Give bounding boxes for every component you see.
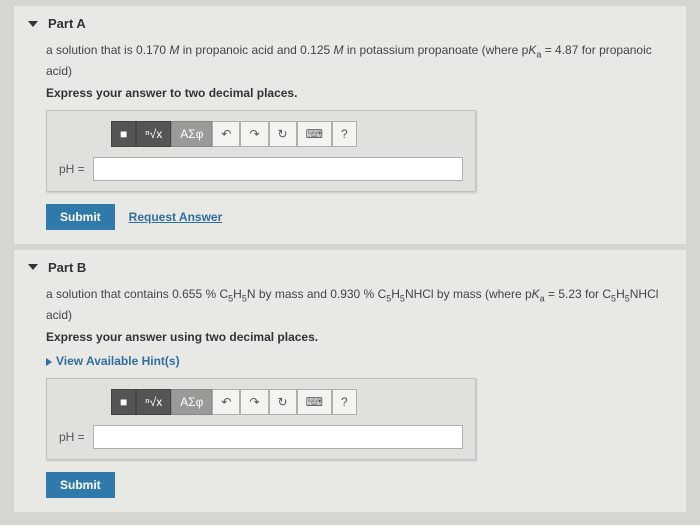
- templates-button[interactable]: ■: [111, 121, 136, 147]
- redo-button[interactable]: ↷: [240, 121, 268, 147]
- part-b-title: Part B: [48, 260, 86, 275]
- greek-button[interactable]: ΑΣφ: [171, 389, 212, 415]
- reset-button[interactable]: ↻: [269, 121, 297, 147]
- answer-box-a: ■ ⁿ√x ΑΣφ ↶ ↷ ↻ ⌨ ? pH =: [46, 110, 476, 192]
- part-a-title: Part A: [48, 16, 86, 31]
- molar-symbol: M: [169, 43, 179, 57]
- qtext: N by mass and 0.930 % C: [247, 287, 386, 301]
- ka-symbol: K: [532, 287, 540, 301]
- equation-toolbar-b: ■ ⁿ√x ΑΣφ ↶ ↷ ↻ ⌨ ?: [111, 389, 463, 415]
- undo-button[interactable]: ↶: [212, 389, 240, 415]
- request-answer-link[interactable]: Request Answer: [129, 210, 223, 224]
- greek-button[interactable]: ΑΣφ: [171, 121, 212, 147]
- ph-label-b: pH =: [59, 430, 85, 444]
- part-a-question: a solution that is 0.170 M in propanoic …: [46, 41, 672, 80]
- button-row-a: Submit Request Answer: [46, 204, 672, 230]
- part-a-header[interactable]: Part A: [28, 16, 672, 31]
- qtext: a solution that is 0.170: [46, 43, 169, 57]
- radical-button[interactable]: ⁿ√x: [136, 389, 171, 415]
- answer-row-b: pH =: [59, 425, 463, 449]
- submit-button-a[interactable]: Submit: [46, 204, 115, 230]
- answer-box-b: ■ ⁿ√x ΑΣφ ↶ ↷ ↻ ⌨ ? pH =: [46, 378, 476, 460]
- radical-button[interactable]: ⁿ√x: [136, 121, 171, 147]
- undo-button[interactable]: ↶: [212, 121, 240, 147]
- qtext: in potassium propanoate (where p: [344, 43, 529, 57]
- triangle-right-icon: [46, 358, 52, 366]
- view-hints-link[interactable]: View Available Hint(s): [46, 354, 672, 368]
- button-row-b: Submit: [46, 472, 672, 498]
- express-instruction: Express your answer to two decimal place…: [46, 86, 672, 100]
- help-button[interactable]: ?: [332, 389, 357, 415]
- molar-symbol: M: [334, 43, 344, 57]
- qtext: H: [391, 287, 400, 301]
- ph-input-a[interactable]: [93, 157, 463, 181]
- qtext: in propanoic acid and 0.125: [179, 43, 333, 57]
- redo-button[interactable]: ↷: [240, 389, 268, 415]
- equation-toolbar: ■ ⁿ√x ΑΣφ ↶ ↷ ↻ ⌨ ?: [111, 121, 463, 147]
- part-b-block: Part B a solution that contains 0.655 % …: [14, 250, 686, 512]
- submit-button-b[interactable]: Submit: [46, 472, 115, 498]
- part-b-header[interactable]: Part B: [28, 260, 672, 275]
- caret-down-icon: [28, 264, 38, 270]
- ph-label: pH =: [59, 162, 85, 176]
- part-b-question: a solution that contains 0.655 % C5H5N b…: [46, 285, 672, 324]
- templates-button[interactable]: ■: [111, 389, 136, 415]
- caret-down-icon: [28, 21, 38, 27]
- keyboard-button[interactable]: ⌨: [297, 389, 332, 415]
- qtext: = 5.23 for C: [545, 287, 611, 301]
- qtext: H: [616, 287, 625, 301]
- qtext: NHCl by mass (where p: [405, 287, 532, 301]
- reset-button[interactable]: ↻: [269, 389, 297, 415]
- hints-text: View Available Hint(s): [56, 354, 180, 368]
- qtext: H: [233, 287, 242, 301]
- qtext: a solution that contains 0.655 % C: [46, 287, 228, 301]
- ph-input-b[interactable]: [93, 425, 463, 449]
- answer-row: pH =: [59, 157, 463, 181]
- express-instruction-b: Express your answer using two decimal pl…: [46, 330, 672, 344]
- help-button[interactable]: ?: [332, 121, 357, 147]
- keyboard-button[interactable]: ⌨: [297, 121, 332, 147]
- part-a-block: Part A a solution that is 0.170 M in pro…: [14, 6, 686, 244]
